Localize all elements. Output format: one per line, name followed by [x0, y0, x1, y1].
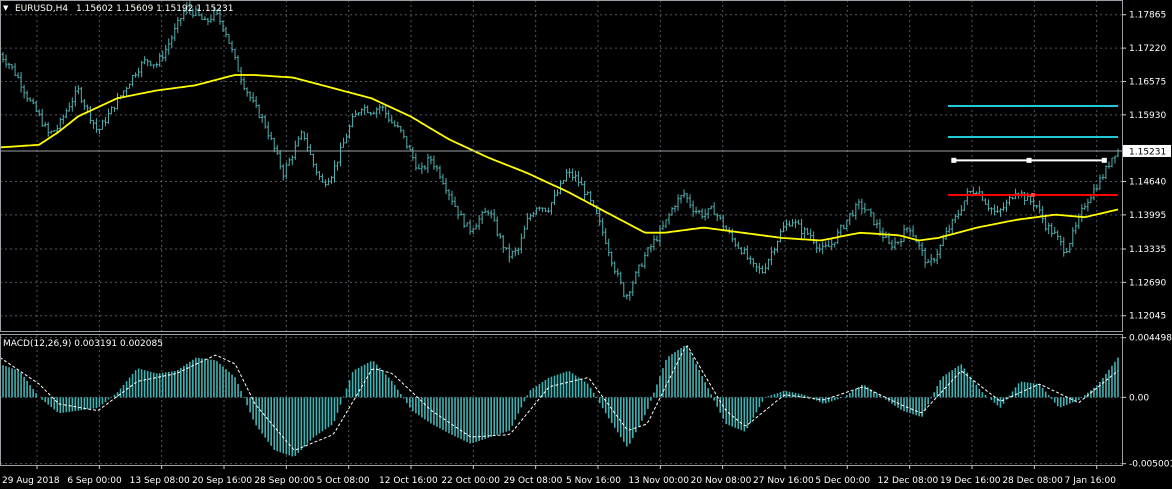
- macd-axis-label: 0.004498: [1129, 334, 1172, 344]
- macd-axis[interactable]: 0.004498 0.00 -0.005001: [1122, 334, 1172, 470]
- price-axis-label: 1.16575: [1129, 77, 1166, 87]
- time-axis-label: 12 Dec 08:00: [878, 476, 939, 486]
- level-handle[interactable]: [951, 157, 957, 163]
- grid: [0, 0, 1122, 465]
- chart-symbol-text: EURUSD,H4: [15, 4, 68, 14]
- time-axis-label: 28 Dec 08:00: [1002, 476, 1063, 486]
- macd-signal-line: [0, 345, 1119, 451]
- price-axis-label: 1.12045: [1129, 312, 1166, 322]
- time-axis-label: 13 Sep 08:00: [130, 476, 190, 486]
- chart-ohlc-text: 1.15602 1.15609 1.15192 1.15231: [76, 4, 233, 14]
- moving-average: [0, 74, 1119, 242]
- price-levels[interactable]: [947, 105, 1118, 197]
- time-axis-label: 5 Oct 08:00: [317, 476, 370, 486]
- time-axis-label: 19 Dec 16:00: [940, 476, 1001, 486]
- time-axis-label: 29 Oct 08:00: [504, 476, 563, 486]
- current-price-tag[interactable]: [1123, 144, 1171, 157]
- chart-frame: [0, 0, 1123, 466]
- macd-header-text: MACD(12,26,9) 0.003191 0.002085: [3, 339, 163, 349]
- macd-axis-label: 0.00: [1129, 393, 1149, 403]
- level-handle[interactable]: [1026, 157, 1032, 163]
- time-axis-label: 29 Aug 2018: [2, 476, 60, 486]
- price-axis-label: 1.17865: [1129, 11, 1166, 21]
- macd-signal: [0, 345, 1119, 451]
- macd-panel-border: [0, 334, 1123, 466]
- time-axis-label: 5 Nov 16:00: [566, 476, 621, 486]
- time-axis-label: 20 Sep 16:00: [192, 476, 252, 486]
- time-axis-label: 13 Nov 00:00: [628, 476, 689, 486]
- time-axis-label: 20 Nov 08:00: [691, 476, 752, 486]
- time-axis-label: 27 Nov 16:00: [753, 476, 814, 486]
- price-axis-label: 1.13995: [1129, 211, 1166, 221]
- price-axis-label: 1.13335: [1129, 245, 1166, 255]
- main-panel-border: [0, 0, 1123, 332]
- time-axis[interactable]: 29 Aug 2018 6 Sep 00:00 13 Sep 08:00 20 Sep…: [2, 465, 1116, 486]
- time-axis-label: 28 Sep 00:00: [254, 476, 314, 486]
- price-axis-label: 1.17220: [1129, 44, 1166, 54]
- time-axis-label: 5 Dec 00:00: [815, 476, 870, 486]
- price-axis-label: 1.15930: [1129, 111, 1166, 121]
- level-handle[interactable]: [1030, 192, 1035, 197]
- price-axis-label: 1.12690: [1129, 278, 1166, 288]
- price-axis-label: 1.14640: [1129, 178, 1166, 188]
- level-handle[interactable]: [1101, 157, 1107, 163]
- current-price-label: 1.15231: [1129, 147, 1166, 157]
- time-axis-label: 12 Oct 16:00: [379, 476, 438, 486]
- moving-average-line: [0, 74, 1119, 242]
- price-axis[interactable]: 1.17865 1.17220 1.16575 1.15930 1.14640 1.139…: [0, 11, 1171, 322]
- time-axis-label: 7 Jan 16:00: [1065, 476, 1117, 486]
- time-axis-label: 22 Oct 00:00: [441, 476, 500, 486]
- macd-axis-label: -0.005001: [1129, 460, 1172, 470]
- price-candles: [0, 1, 1120, 301]
- time-axis-label: 6 Sep 00:00: [67, 476, 122, 486]
- chart-header-icon: ▼: [3, 4, 9, 12]
